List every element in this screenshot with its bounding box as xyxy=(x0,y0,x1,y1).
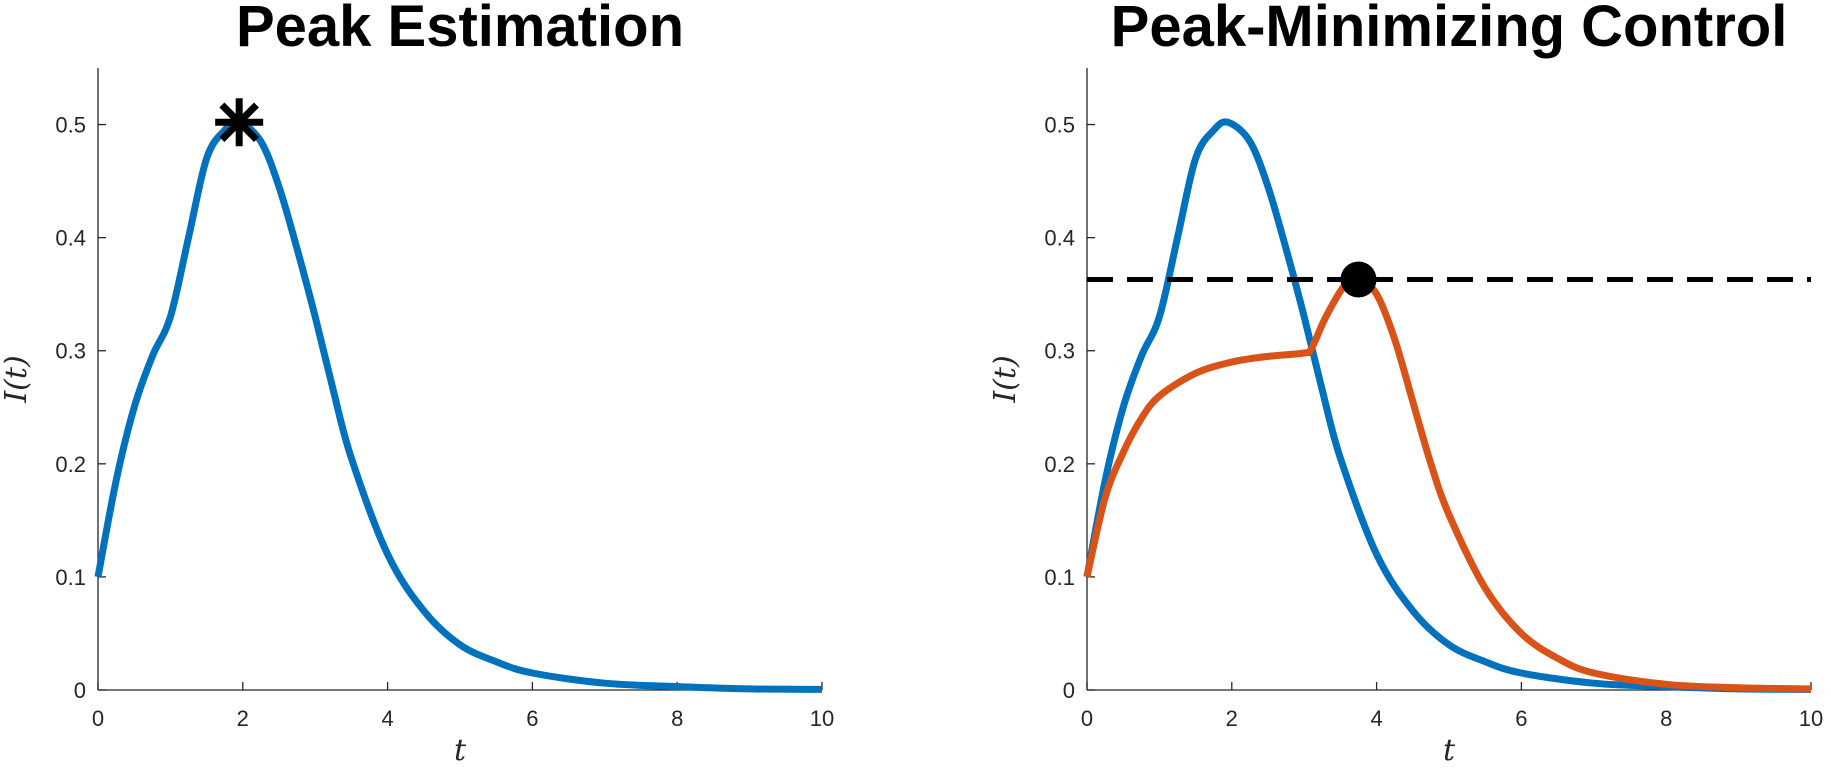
x-axis-label: t xyxy=(1443,733,1456,768)
series-group xyxy=(1083,118,1812,693)
x-tick-label: 10 xyxy=(810,706,834,731)
y-tick-label: 0.2 xyxy=(1044,452,1075,477)
x-tick-label: 4 xyxy=(1370,706,1382,731)
peak-circle-marker xyxy=(1340,261,1377,298)
y-tick-label: 0 xyxy=(74,678,86,703)
x-tick-label: 2 xyxy=(237,706,249,731)
x-tick-label: 4 xyxy=(381,706,393,731)
y-tick-label: 0.4 xyxy=(55,226,86,251)
markers-group xyxy=(215,98,264,147)
y-tick-label: 0.1 xyxy=(55,565,86,590)
y-tick-label: 0.1 xyxy=(1044,565,1075,590)
x-tick-label: 10 xyxy=(1799,706,1823,731)
y-tick-label: 0.5 xyxy=(1044,113,1075,138)
x-tick-label: 0 xyxy=(1081,706,1093,731)
series-line-1 xyxy=(1083,118,1812,693)
y-tick-label: 0.5 xyxy=(55,113,86,138)
y-tick-label: 0.4 xyxy=(1044,226,1075,251)
markers-group xyxy=(1340,261,1377,298)
panel-peak-minimizing-control: Peak-Minimizing Control 0 2 4 6 8 10 0 0.1 0.2 0.… xyxy=(988,0,1823,768)
y-tick-label: 0.3 xyxy=(1044,339,1075,364)
ticks: 0 2 4 6 8 10 0 0.1 0.2 0.3 0.4 0.5 xyxy=(55,113,834,731)
x-tick-label: 8 xyxy=(671,706,683,731)
peak-asterisk-marker xyxy=(215,98,264,147)
x-tick-label: 0 xyxy=(92,706,104,731)
y-axis-label: I(t) xyxy=(0,355,34,403)
panel-peak-estimation: Peak Estimation 0 2 4 6 8 1000.10.20.30.40.5 … xyxy=(0,0,834,768)
x-tick-label: 6 xyxy=(526,706,538,731)
x-tick-label: 8 xyxy=(1660,706,1672,731)
y-tick-label: 0 xyxy=(1063,678,1075,703)
chart-title: Peak Estimation xyxy=(236,0,684,59)
y-tick-label: 0.3 xyxy=(55,339,86,364)
x-tick-label: 6 xyxy=(1515,706,1527,731)
ticks: 0 2 4 6 8 10 0 0.1 0.2 0.3 0.4 0.5 xyxy=(1044,113,1823,731)
series-line-1 xyxy=(94,118,823,693)
y-tick-label: 0.2 xyxy=(55,452,86,477)
y-axis-label: I(t) xyxy=(988,355,1023,403)
series-line-2 xyxy=(1083,275,1812,693)
x-tick-label: 2 xyxy=(1226,706,1238,731)
x-axis-label: t xyxy=(454,733,467,768)
chart-title: Peak-Minimizing Control xyxy=(1111,0,1788,59)
series-group xyxy=(94,118,823,693)
